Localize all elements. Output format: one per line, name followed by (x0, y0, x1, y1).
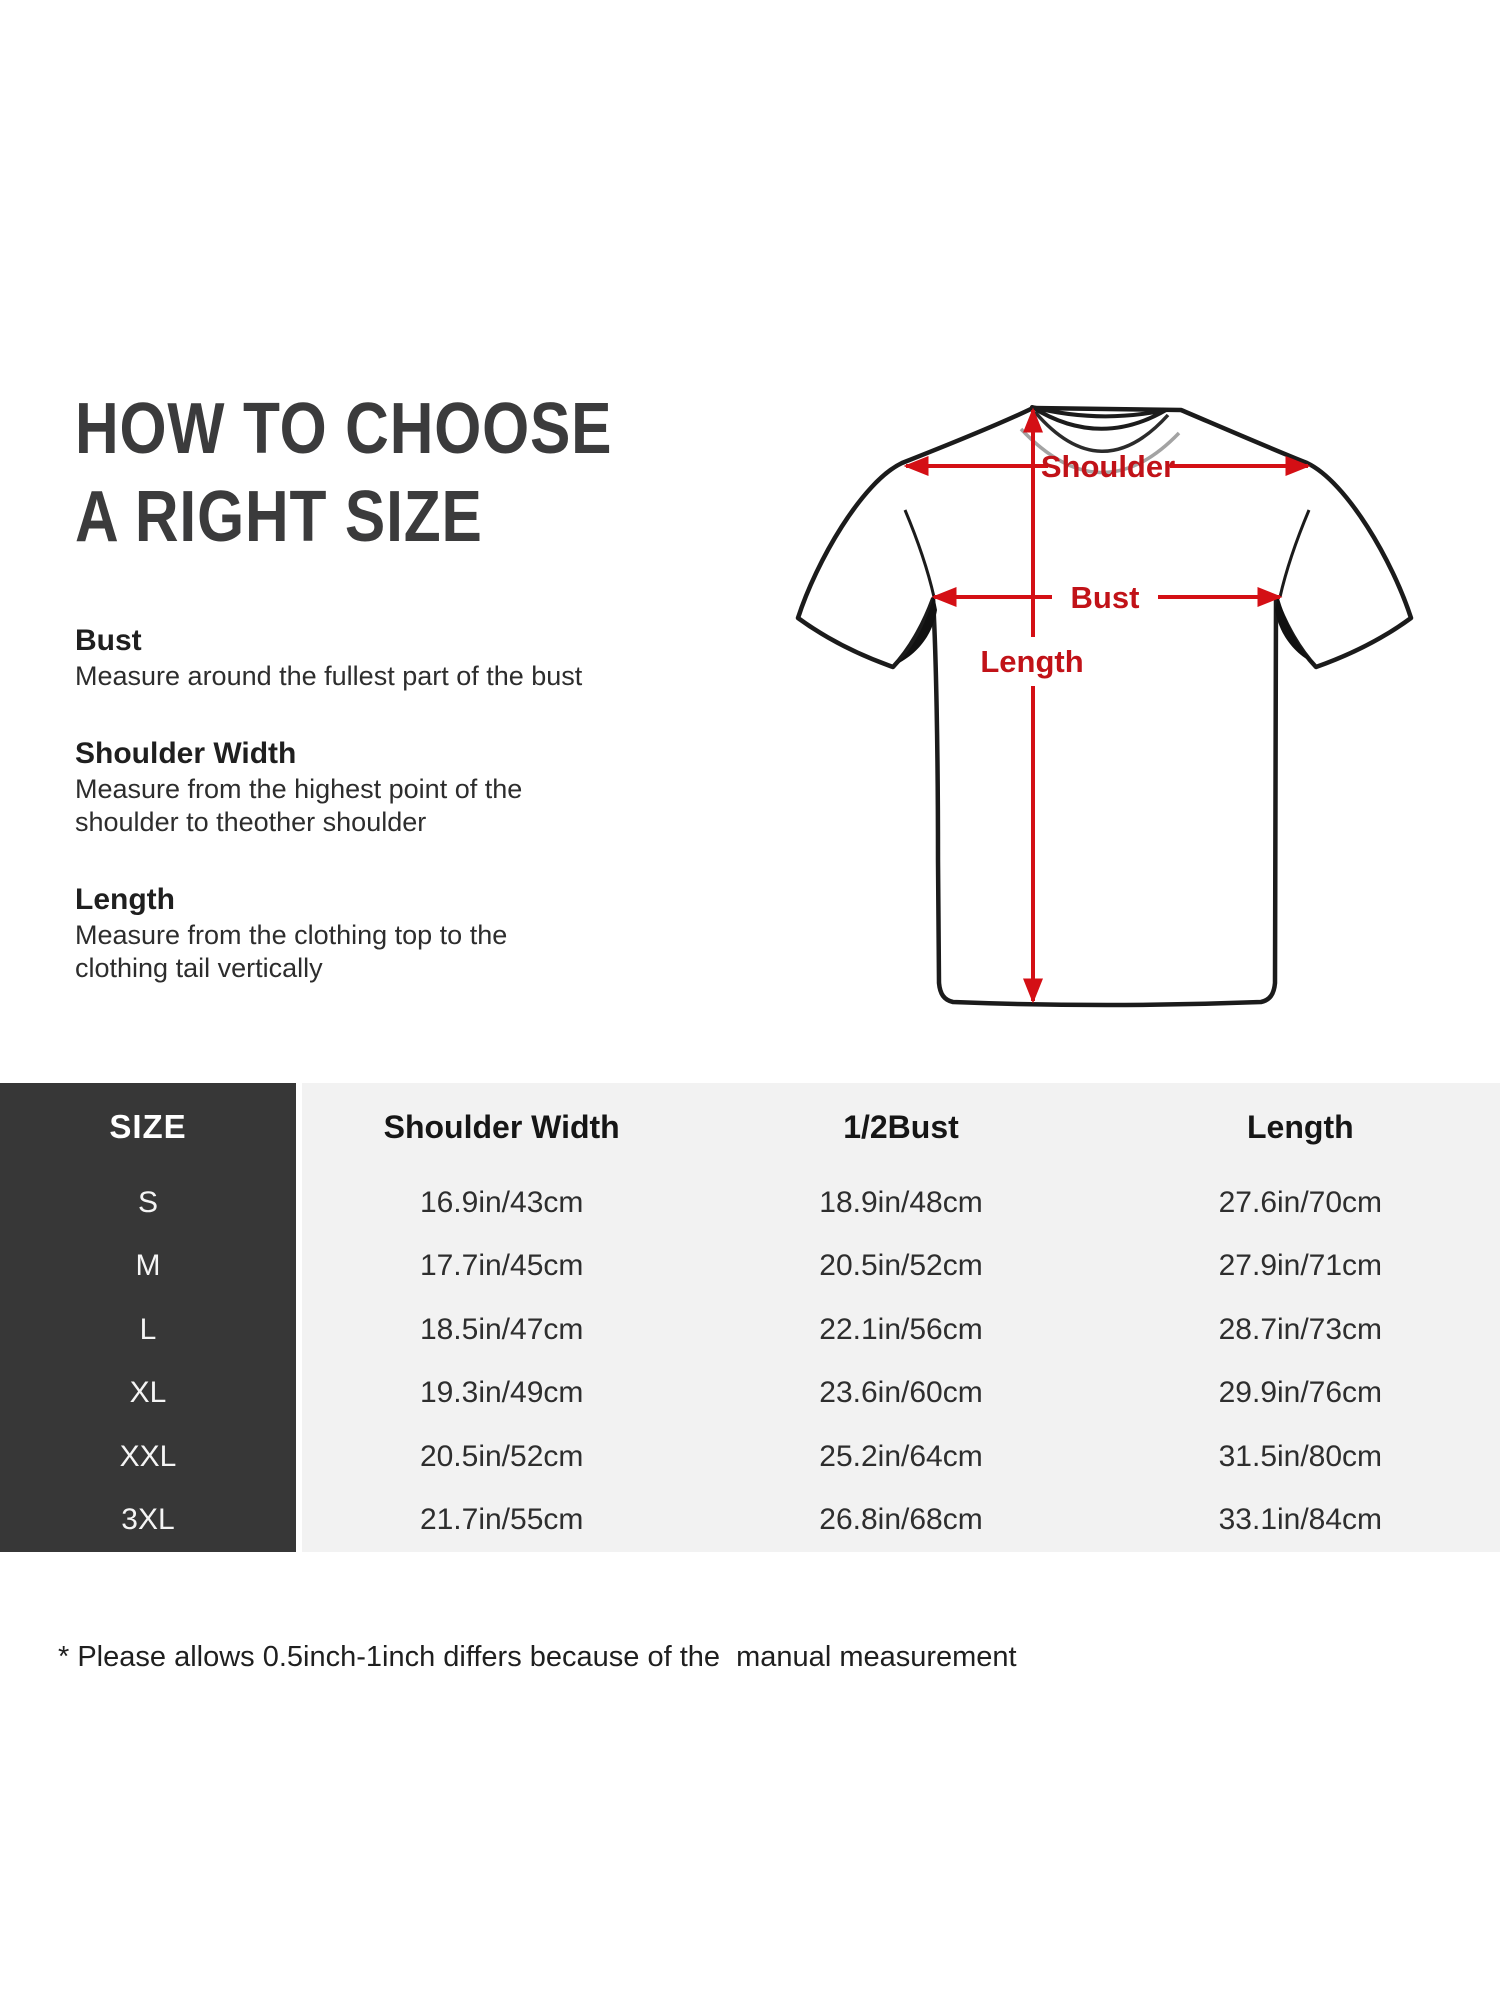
guide-heading: Bust (75, 624, 142, 657)
table-cell: 28.7in/73cm (1218, 1312, 1383, 1346)
guide-heading: Length (75, 883, 175, 916)
guide-item-shoulder-width: Shoulder Width Measure from the highest … (75, 735, 582, 839)
size-label-l: L (139, 1312, 157, 1346)
size-column: SIZE S M L XL XXL 3XL (0, 1083, 296, 1552)
column-header-shoulder-width: Shoulder Width (383, 1108, 620, 1145)
size-table: SIZE S M L XL XXL 3XL Shoulder Width 1/2… (0, 1083, 1500, 1552)
measurement-disclaimer: * Please allows 0.5inch-1inch differs be… (58, 1641, 1017, 1673)
guide-text-line: clothing tail vertically (75, 953, 323, 983)
size-label-s: S (137, 1185, 158, 1219)
collar-band (1030, 405, 1168, 431)
table-cell: 26.8in/68cm (819, 1503, 983, 1537)
size-label-3xl: 3XL (121, 1503, 175, 1537)
table-cell: 31.5in/80cm (1218, 1439, 1383, 1473)
guide-text-line: shoulder to theother shoulder (75, 807, 427, 837)
guide-item-bust: Bust Measure around the fullest part of … (75, 622, 582, 693)
column-header-half-bust: 1/2Bust (843, 1108, 959, 1145)
tshirt-measurement-diagram: Shoulder Bust Length (795, 405, 1414, 1008)
size-label-xxl: XXL (119, 1439, 177, 1473)
column-header-length: Length (1247, 1108, 1354, 1145)
title-line-1: HOW TO CHOOSE (75, 389, 613, 469)
size-label-m: M (135, 1249, 161, 1283)
table-cell: 22.1in/56cm (819, 1312, 983, 1346)
diagram-label-bust: Bust (1071, 580, 1140, 615)
collar-shadow-arc (1019, 427, 1181, 475)
diagram-label-shoulder: Shoulder (1041, 449, 1175, 484)
table-cell: 20.5in/52cm (419, 1439, 584, 1473)
size-label-xl: XL (129, 1376, 167, 1410)
guide-text-line: Measure around the fullest part of the b… (75, 661, 583, 691)
table-cell: 33.1in/84cm (1218, 1503, 1383, 1537)
table-cell: 18.9in/48cm (819, 1185, 983, 1219)
table-cell: 17.7in/45cm (419, 1249, 584, 1283)
table-cell: 20.5in/52cm (819, 1249, 983, 1283)
table-cell: 29.9in/76cm (1218, 1376, 1383, 1410)
table-cell: 27.9in/71cm (1218, 1249, 1383, 1283)
table-cell: 21.7in/55cm (419, 1503, 584, 1537)
guide-text-line: Measure from the clothing top to the (75, 920, 508, 950)
measurement-guide: Bust Measure around the fullest part of … (75, 622, 582, 1027)
table-cell: 23.6in/60cm (819, 1376, 983, 1410)
table-cell: 19.3in/49cm (419, 1376, 584, 1410)
measurements-grid: Shoulder Width 1/2Bust Length 16.9in/43c… (302, 1083, 1500, 1552)
table-cell: 18.5in/47cm (419, 1312, 584, 1346)
table-cell: 25.2in/64cm (819, 1439, 983, 1473)
title-line-2: A RIGHT SIZE (75, 477, 483, 557)
tshirt-outline (795, 405, 1414, 1008)
diagram-label-length: Length (980, 644, 1083, 679)
guide-text-line: Measure from the highest point of the (75, 774, 523, 804)
size-column-header: SIZE (109, 1108, 187, 1145)
table-cell: 16.9in/43cm (419, 1185, 584, 1219)
page-title: HOW TO CHOOSE A RIGHT SIZE (75, 385, 612, 561)
table-cell: 27.6in/70cm (1218, 1185, 1383, 1219)
table-column-divider (296, 1083, 302, 1552)
guide-item-length: Length Measure from the clothing top to … (75, 881, 582, 985)
guide-heading: Shoulder Width (75, 737, 297, 770)
